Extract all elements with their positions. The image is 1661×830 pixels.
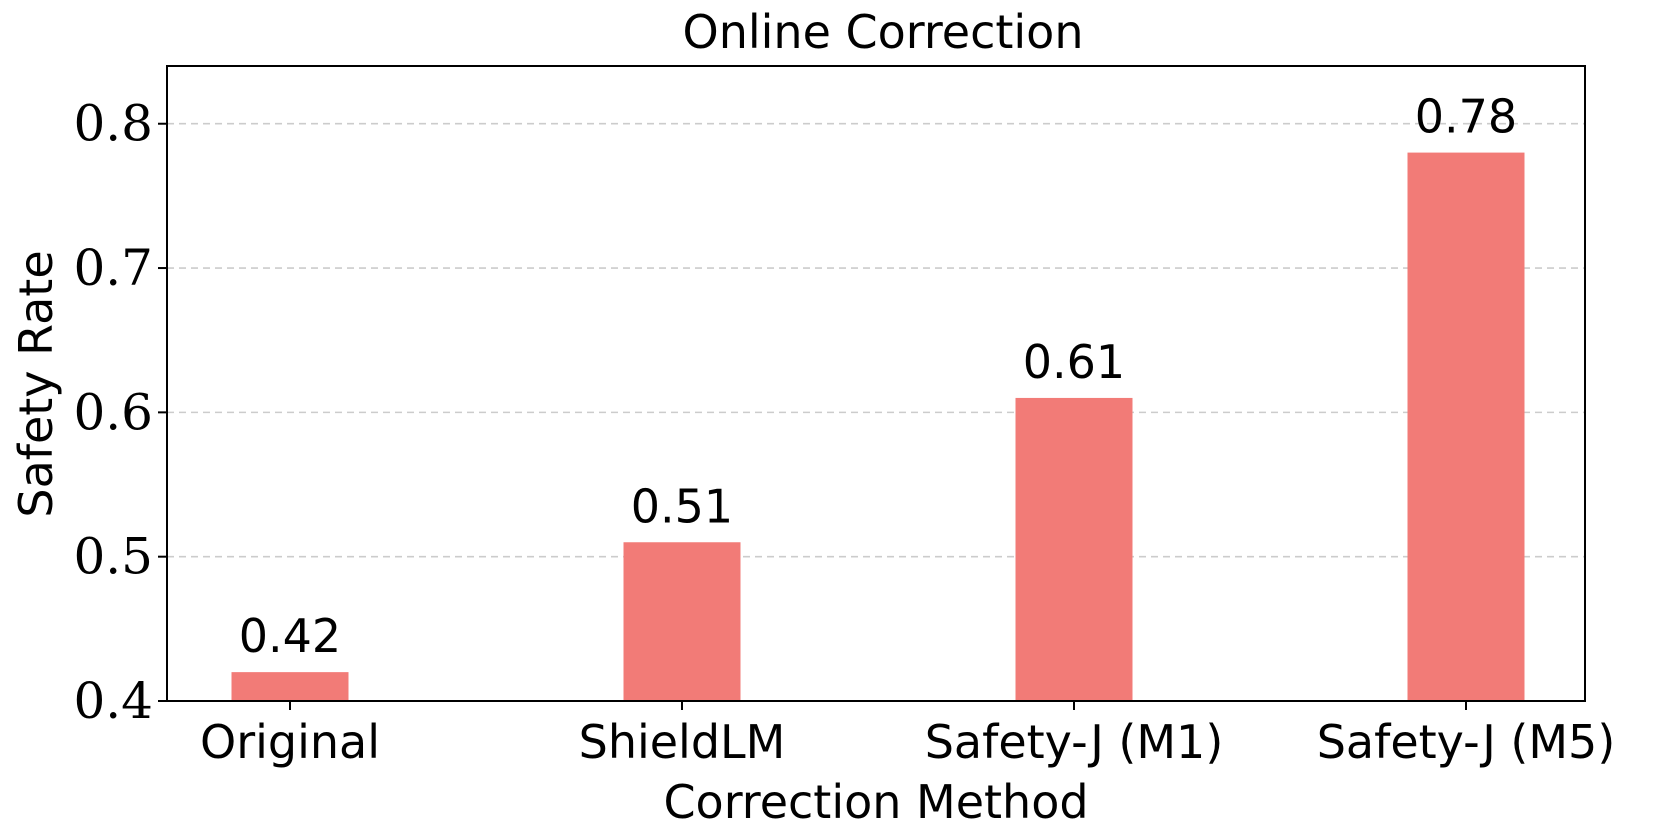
bar [623, 542, 741, 701]
bar [1407, 152, 1525, 701]
x-axis-label: Correction Method [663, 775, 1088, 829]
y-tick-label: 0.6 [73, 383, 153, 441]
y-axis-label: Safety Rate [9, 250, 63, 517]
axes-layer [158, 65, 1586, 710]
y-tick-label: 0.4 [73, 672, 153, 730]
x-tick-label: Original [200, 715, 380, 769]
x-tick-label: Safety-J (M5) [1317, 715, 1616, 769]
bar [1015, 397, 1133, 701]
x-tick-label: ShieldLM [579, 715, 786, 769]
y-tick-label: 0.7 [73, 239, 153, 297]
bar [231, 672, 349, 701]
grid-layer [167, 122, 1585, 558]
labels-layer: 0.42 0.51 0.61 0.78 0.4 0.5 0.6 0.7 0.8 Original S… [73, 90, 1615, 769]
plot-frame [166, 65, 1586, 702]
bar-value-label: 0.61 [1023, 335, 1125, 389]
bars-layer [231, 152, 1525, 701]
bar-value-label: 0.51 [631, 479, 733, 533]
y-tick-label: 0.8 [73, 95, 153, 153]
bar-value-label: 0.78 [1415, 90, 1517, 144]
x-tick-label: Safety-J (M1) [925, 715, 1224, 769]
y-tick-label: 0.5 [73, 528, 153, 586]
chart-title: Online Correction [683, 5, 1084, 59]
bar-value-label: 0.42 [239, 609, 341, 663]
